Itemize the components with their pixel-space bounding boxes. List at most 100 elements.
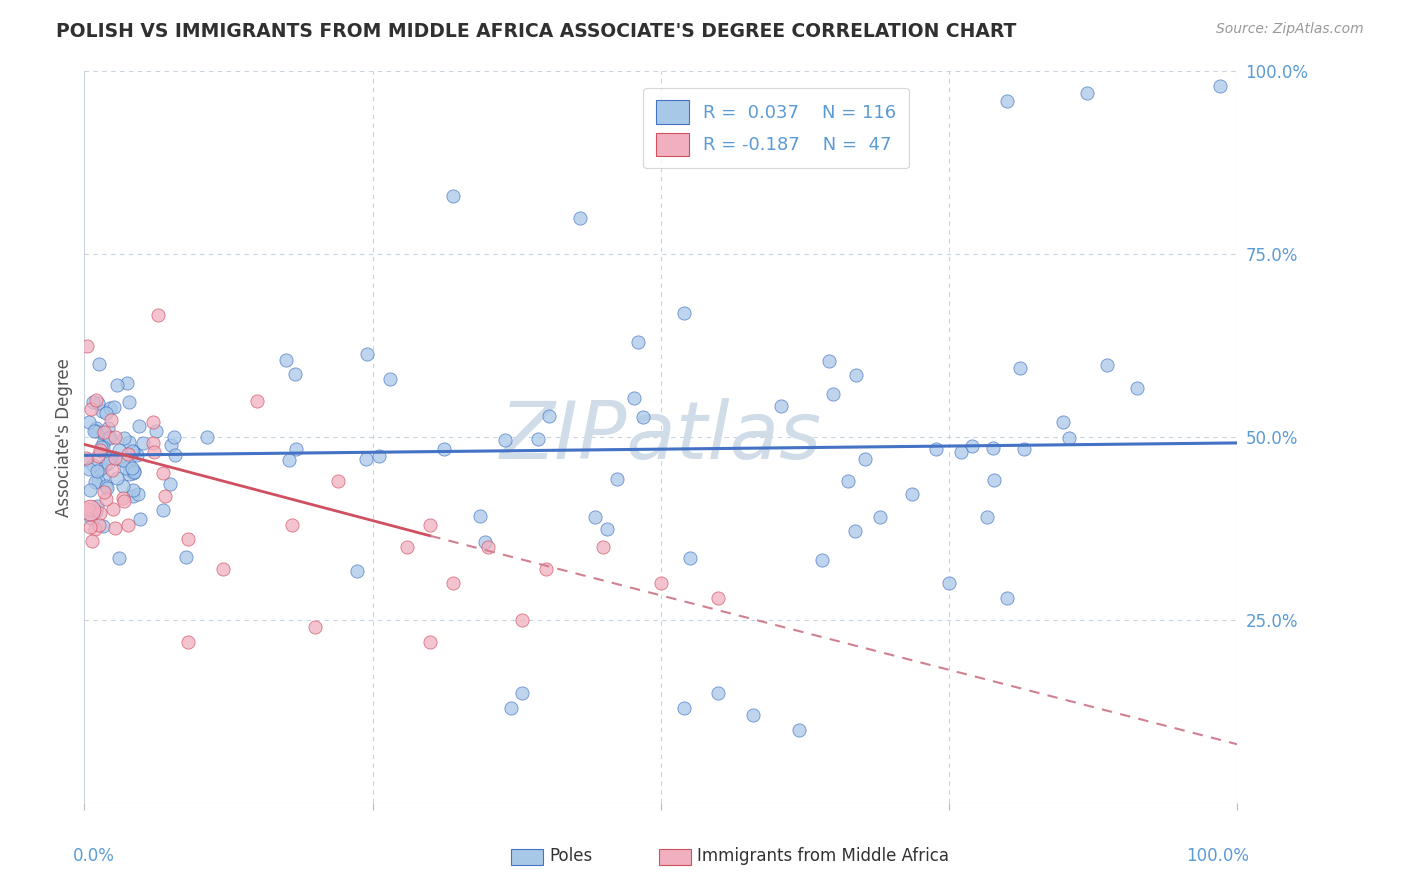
Point [118, 467, 141, 482]
Point [976, 510, 998, 524]
Point [79, 483, 101, 498]
Point [631, 409, 654, 424]
Text: POLISH VS IMMIGRANTS FROM MIDDLE AFRICA ASSOCIATE'S DEGREE CORRELATION CHART: POLISH VS IMMIGRANTS FROM MIDDLE AFRICA … [56, 22, 1017, 41]
Point [499, 700, 522, 714]
Point [1010, 360, 1032, 375]
Point [174, 549, 197, 564]
Point [246, 393, 269, 408]
Point [127, 487, 149, 501]
Point [108, 550, 131, 565]
Point [94, 479, 117, 493]
Point [1097, 359, 1119, 373]
Point [83, 424, 105, 438]
Point [537, 409, 560, 423]
Point [94, 458, 117, 473]
Point [837, 475, 859, 489]
Point [983, 473, 1005, 487]
Point [512, 613, 534, 627]
Point [672, 306, 695, 320]
Legend: R =  0.037    N = 116, R = -0.187    N =  47: R = 0.037 N = 116, R = -0.187 N = 47 [644, 87, 908, 169]
Point [104, 450, 127, 465]
Point [304, 620, 326, 634]
Point [592, 540, 614, 554]
Point [534, 562, 557, 576]
Point [163, 430, 186, 444]
Point [124, 464, 146, 478]
Point [128, 419, 150, 434]
Point [623, 391, 645, 405]
Point [284, 368, 307, 382]
Point [80, 534, 103, 549]
Point [75, 450, 97, 465]
Text: Source: ZipAtlas.com: Source: ZipAtlas.com [1216, 22, 1364, 37]
Point [97, 430, 120, 444]
Point [89, 442, 111, 457]
Point [127, 448, 149, 462]
Point [195, 430, 218, 444]
Point [96, 431, 118, 445]
Point [811, 553, 834, 567]
Point [368, 450, 391, 464]
Point [97, 456, 120, 470]
Point [118, 435, 141, 450]
Point [103, 401, 125, 415]
Point [845, 368, 868, 382]
Point [86, 449, 108, 463]
Point [129, 512, 152, 526]
Point [79, 503, 101, 517]
Point [380, 371, 402, 385]
Point [93, 485, 115, 500]
Point [177, 635, 200, 649]
Point [94, 492, 117, 507]
Text: ZIPatlas: ZIPatlas [499, 398, 823, 476]
Point [91, 426, 114, 441]
Point [356, 347, 378, 361]
Point [419, 517, 441, 532]
Point [84, 421, 107, 435]
Point [1052, 415, 1074, 429]
Point [122, 489, 145, 503]
FancyBboxPatch shape [510, 849, 543, 865]
Point [87, 474, 110, 488]
Point [121, 467, 143, 481]
Point [79, 462, 101, 476]
Point [606, 472, 628, 486]
Text: 0.0%: 0.0% [73, 847, 115, 864]
Point [152, 466, 174, 480]
Point [962, 439, 984, 453]
Point [165, 448, 187, 462]
Point [82, 458, 104, 472]
Point [983, 441, 1005, 455]
Point [80, 511, 103, 525]
Point [105, 377, 128, 392]
Point [477, 540, 499, 554]
Point [527, 432, 550, 446]
Text: Immigrants from Middle Africa: Immigrants from Middle Africa [696, 847, 949, 865]
Point [853, 451, 876, 466]
Point [84, 393, 107, 408]
Point [569, 211, 592, 225]
Point [924, 442, 946, 457]
Point [346, 564, 368, 578]
Point [90, 404, 112, 418]
Point [87, 357, 110, 371]
Point [96, 481, 118, 495]
Point [121, 443, 143, 458]
Point [949, 444, 972, 458]
Point [121, 461, 143, 475]
Point [148, 308, 170, 322]
Point [91, 435, 114, 450]
Point [326, 474, 349, 488]
Point [707, 686, 730, 700]
Point [132, 436, 155, 450]
Point [97, 430, 120, 444]
Point [142, 415, 165, 429]
Point [112, 479, 135, 493]
Point [995, 591, 1018, 605]
Point [354, 452, 377, 467]
Point [869, 510, 891, 524]
Point [84, 522, 107, 536]
Point [512, 686, 534, 700]
Point [118, 458, 141, 472]
Point [441, 576, 464, 591]
